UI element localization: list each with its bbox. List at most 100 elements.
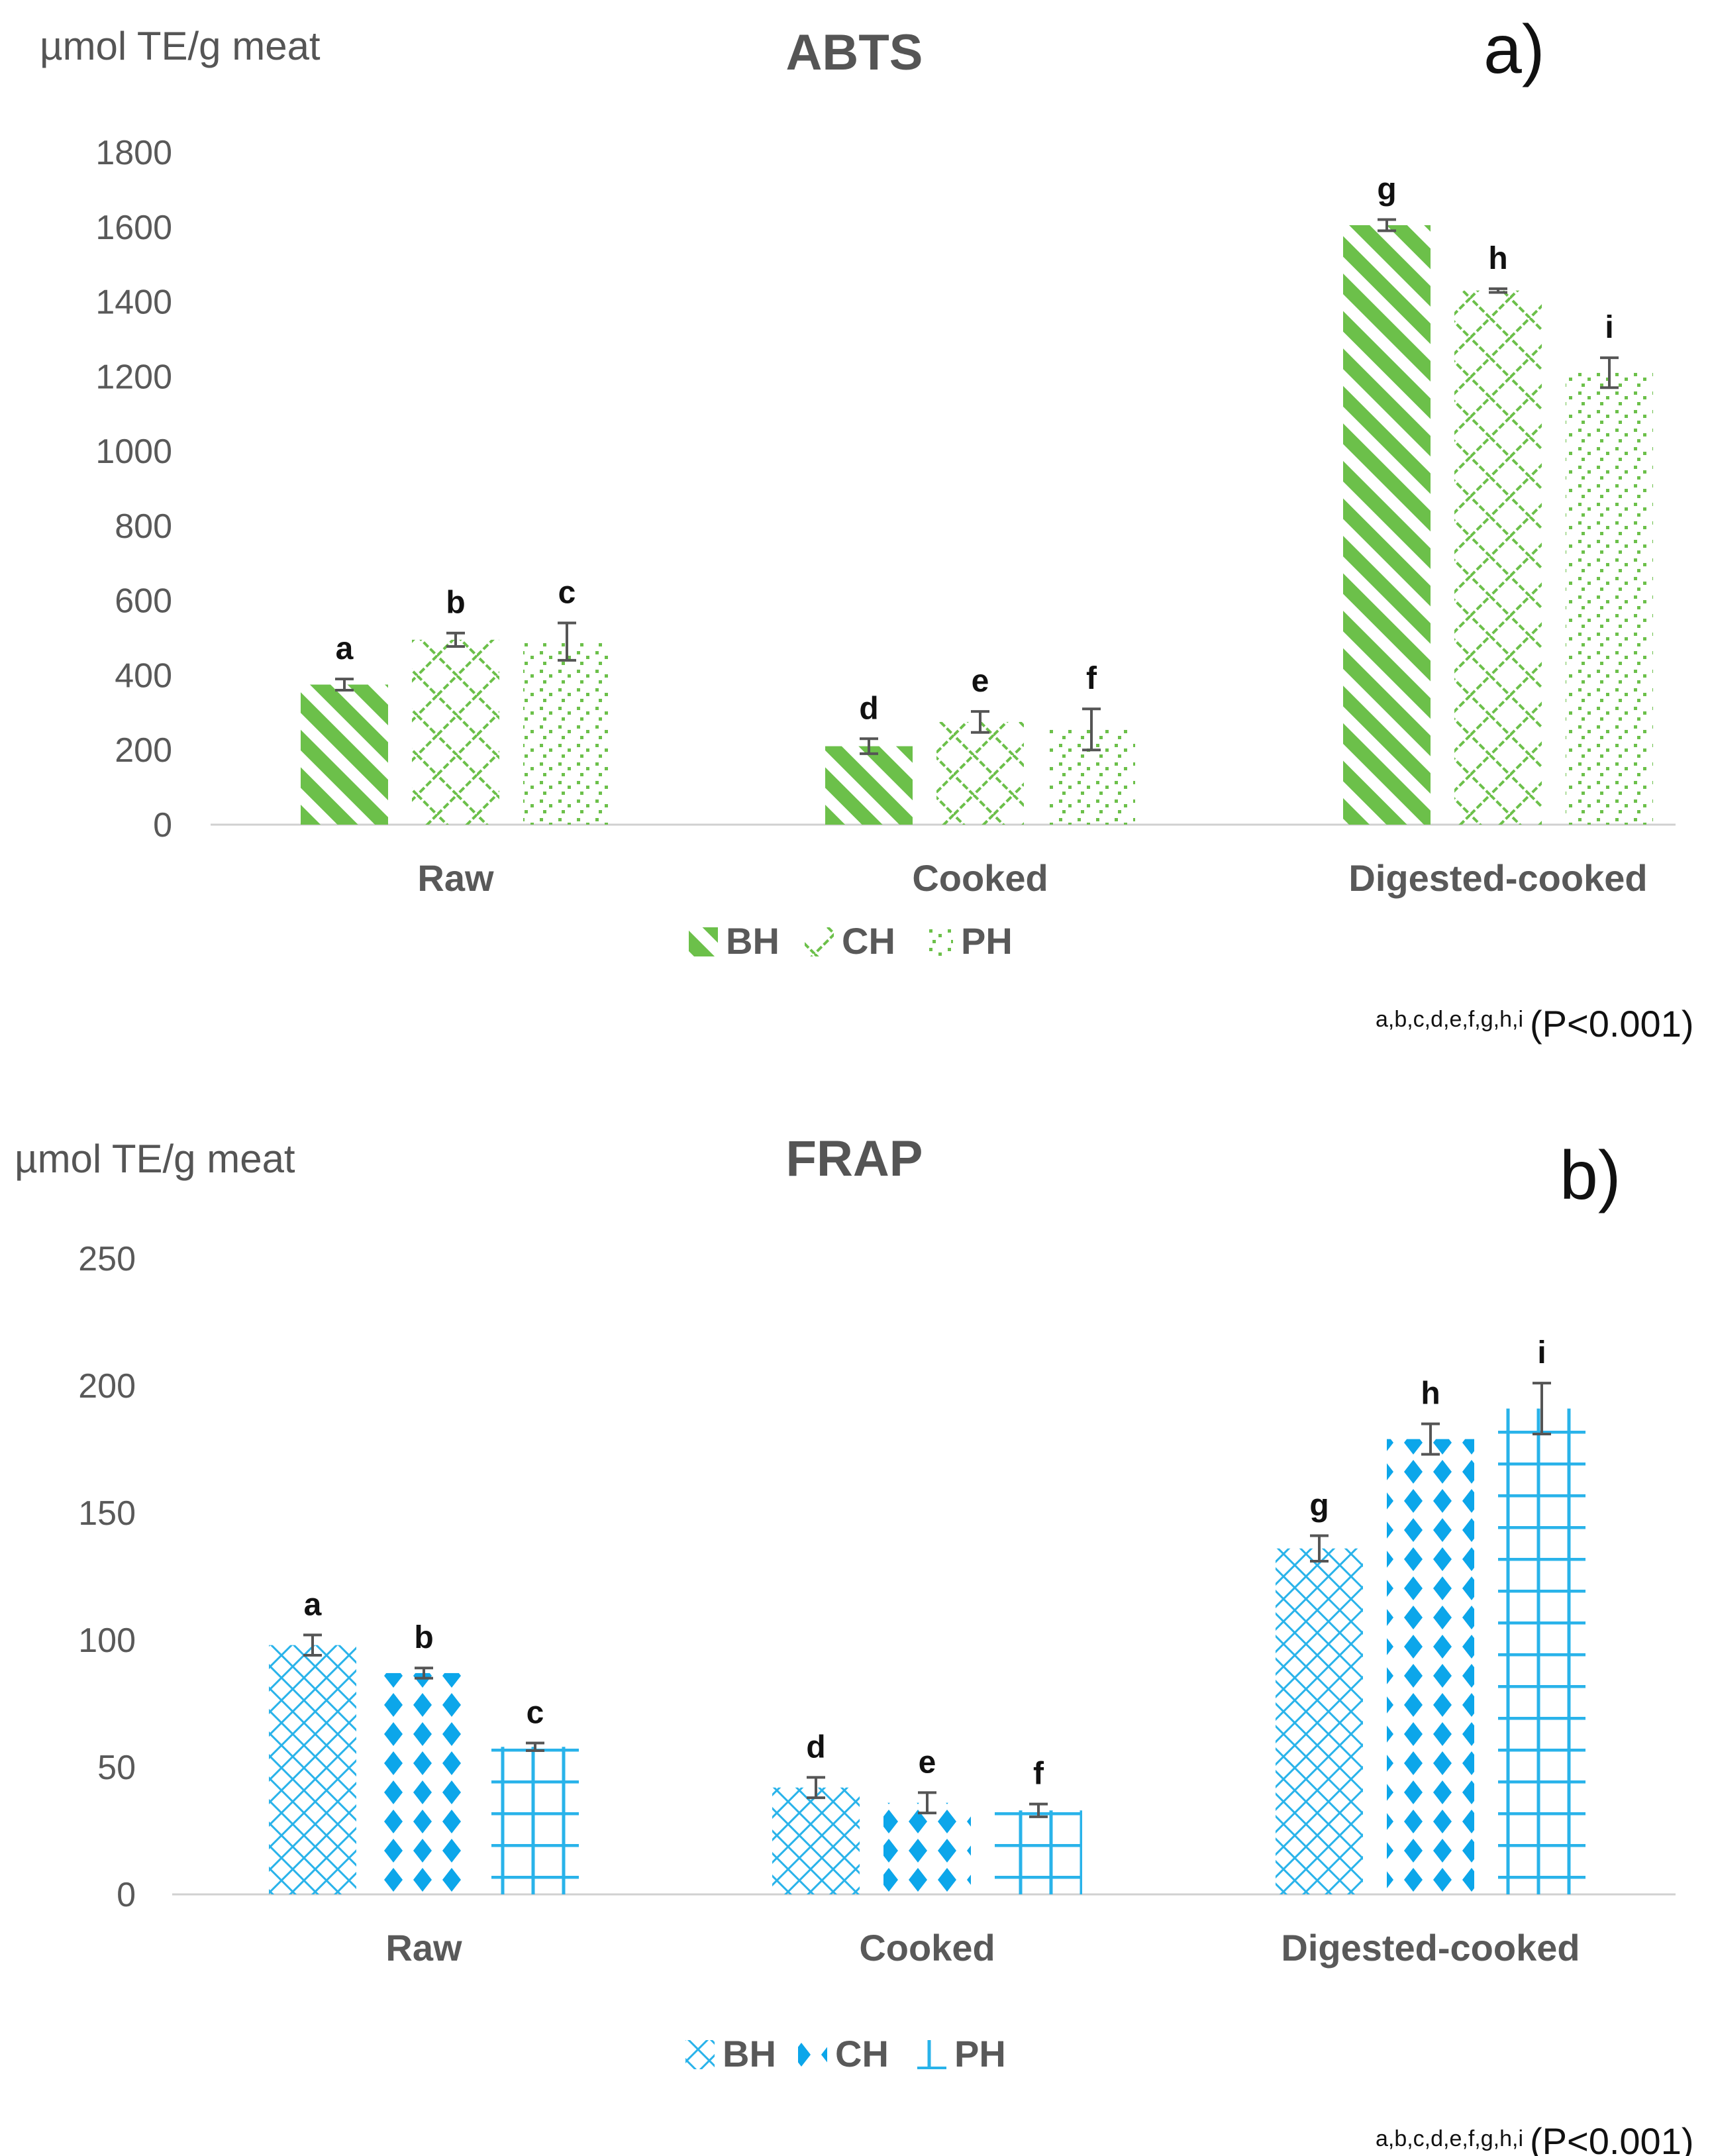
significance-p: (P<0.001) [1530, 2120, 1694, 2156]
abts-chart: µmol TE/g meat ABTS a) 0 200 400 600 800 1000… [40, 11, 1694, 1045]
legend-item-ph: PH [917, 2033, 1006, 2075]
significance-note: a,b,c,d,e,f,g,h,i (P<0.001) [1376, 1003, 1694, 1045]
error-bar [1489, 287, 1507, 294]
legend-label: BH [723, 2033, 776, 2075]
legend-label: PH [954, 2033, 1006, 2075]
error-bar [971, 710, 989, 734]
significance-letter: f [1086, 661, 1097, 696]
legend: BH CH PH [689, 920, 1013, 962]
bar-ch [883, 1802, 971, 1894]
y-tick-label: 800 [115, 507, 172, 546]
legend-item-bh: BH [689, 920, 780, 962]
significance-letter: a [336, 631, 354, 666]
legend-label: CH [835, 2033, 889, 2075]
error-bar [1082, 707, 1101, 752]
y-axis-label: µmol TE/g meat [40, 24, 321, 68]
y-tick-label: 150 [78, 1494, 136, 1533]
y-tick-label: 1800 [95, 134, 172, 172]
legend-swatch [805, 927, 834, 956]
y-tick-label: 200 [115, 731, 172, 770]
error-bar [1310, 1534, 1329, 1563]
error-bar [1029, 1802, 1048, 1818]
bar-ph [1498, 1408, 1585, 1894]
significance-letter: h [1421, 1376, 1440, 1412]
y-tick-label: 1400 [95, 283, 172, 322]
y-tick-label: 200 [78, 1367, 136, 1406]
significance-letter: d [806, 1729, 825, 1765]
significance-letter: b [446, 586, 465, 621]
error-bar [526, 1741, 544, 1753]
bar-ch [936, 721, 1024, 825]
significance-letter: g [1309, 1488, 1329, 1523]
y-tick-label: 600 [115, 582, 172, 621]
y-tick-label: 50 [97, 1749, 136, 1787]
error-bar [1533, 1382, 1551, 1435]
bar-bh [1343, 225, 1431, 825]
bar-ph [523, 641, 611, 825]
legend-label: BH [726, 920, 780, 962]
error-bar [446, 631, 465, 648]
error-bar [918, 1791, 936, 1815]
panel-label: b) [1560, 1137, 1621, 1214]
chart-title: FRAP [786, 1131, 923, 1187]
significance-p: (P<0.001) [1530, 1003, 1694, 1045]
bar-bh [772, 1787, 860, 1894]
error-bar [415, 1667, 433, 1680]
y-tick-label: 1600 [95, 209, 172, 247]
significance-letter: c [558, 576, 576, 611]
error-bar [303, 1633, 322, 1657]
y-tick-label: 250 [78, 1240, 136, 1278]
bar-ch [412, 639, 499, 825]
error-bar [1421, 1422, 1440, 1456]
y-tick-label: 1200 [95, 358, 172, 396]
bar-bh [269, 1645, 356, 1894]
y-tick-label: 0 [153, 806, 172, 845]
x-category-label: Digested-cooked [1281, 1927, 1580, 1969]
bar-ph [1566, 372, 1653, 825]
error-bar [558, 621, 576, 662]
significance-letter: h [1488, 241, 1507, 276]
x-category-label: Raw [417, 857, 494, 899]
bar-bh [301, 684, 388, 825]
y-axis: 0 50 100 150 200 250 [78, 1240, 136, 1914]
legend: BH CH PH [685, 2033, 1006, 2075]
x-category-label: Raw [385, 1927, 462, 1969]
significance-letter: i [1605, 310, 1613, 345]
significance-letter: d [859, 691, 878, 726]
significance-letters: a,b,c,d,e,f,g,h,i [1376, 1007, 1523, 1032]
y-tick-label: 1000 [95, 433, 172, 471]
legend-swatch [798, 2040, 827, 2069]
bar-ch [380, 1672, 468, 1894]
y-tick-label: 400 [115, 656, 172, 695]
significance-letter: e [972, 664, 989, 699]
bar-ch [1454, 290, 1542, 825]
bar-ph [995, 1810, 1082, 1894]
significance-letter: e [919, 1745, 936, 1780]
bar-ph [491, 1747, 579, 1894]
error-bar [860, 737, 878, 755]
error-bar [1600, 356, 1619, 389]
x-category-label: Digested-cooked [1348, 857, 1647, 899]
significance-letters: a,b,c,d,e,f,g,h,i [1376, 2126, 1523, 2151]
panel-label: a) [1484, 11, 1544, 88]
y-tick-label: 100 [78, 1621, 136, 1660]
x-category-label: Cooked [912, 857, 1048, 899]
error-bar [807, 1776, 825, 1800]
legend-item-ch: CH [798, 2033, 889, 2075]
legend-swatch [917, 2040, 946, 2069]
frap-chart: µmol TE/g meat FRAP b) 0 50 100 150 200 250 a… [15, 1131, 1694, 2156]
significance-letter: f [1033, 1757, 1044, 1792]
bar-bh [825, 746, 913, 825]
legend-label: PH [961, 920, 1013, 962]
y-tick-label: 0 [117, 1876, 136, 1914]
y-axis-label: µmol TE/g meat [15, 1137, 295, 1181]
x-category-label: Cooked [859, 1927, 995, 1969]
legend-item-ch: CH [805, 920, 895, 962]
significance-letter: c [527, 1696, 544, 1731]
legend-label: CH [842, 920, 895, 962]
chart-title: ABTS [786, 25, 923, 81]
legend-swatch [685, 2040, 715, 2069]
significance-letter: b [414, 1620, 433, 1655]
legend-swatch [924, 927, 953, 956]
